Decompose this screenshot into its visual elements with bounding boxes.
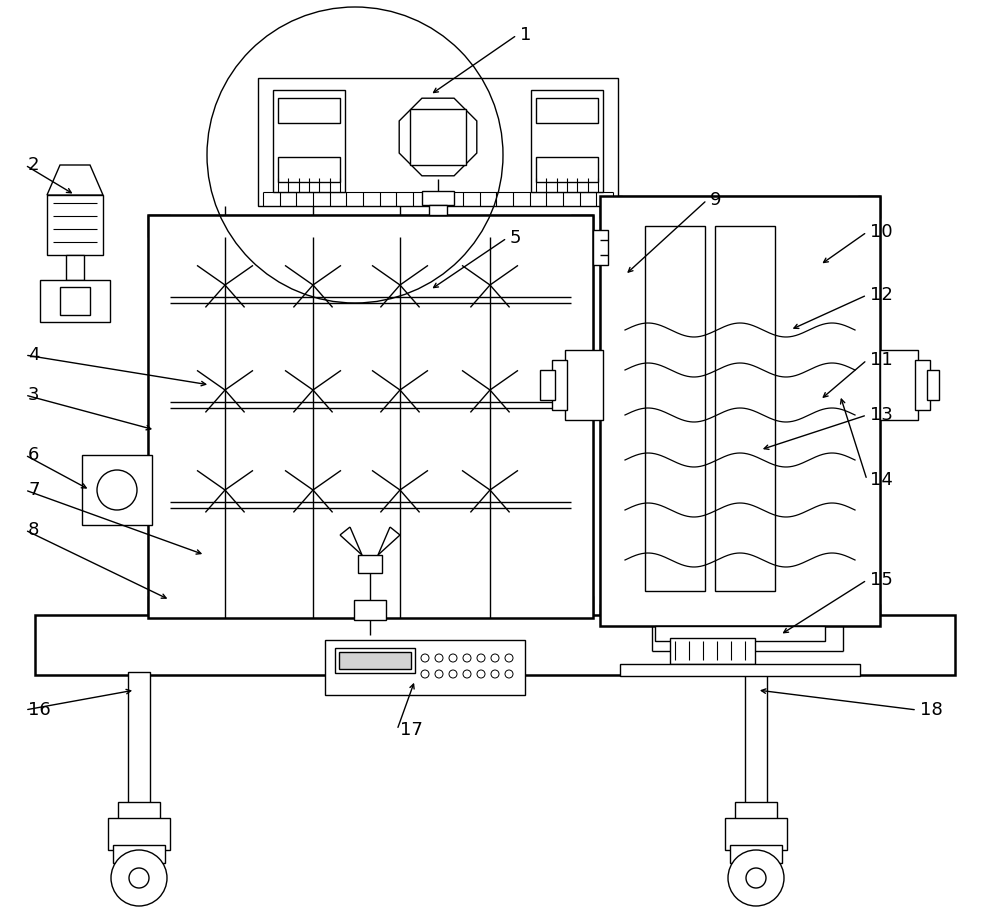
Bar xyxy=(113,845,165,863)
Text: 7: 7 xyxy=(28,481,40,499)
Bar xyxy=(600,196,880,626)
Bar xyxy=(47,195,103,255)
Circle shape xyxy=(449,670,457,678)
Text: 5: 5 xyxy=(510,229,522,247)
Circle shape xyxy=(435,670,443,678)
Bar xyxy=(108,818,170,850)
Circle shape xyxy=(463,654,471,662)
Bar xyxy=(600,604,880,626)
Bar xyxy=(354,600,386,620)
Bar xyxy=(278,157,340,182)
Circle shape xyxy=(491,670,499,678)
Bar xyxy=(552,360,567,410)
Text: 10: 10 xyxy=(870,223,893,241)
Circle shape xyxy=(111,850,167,906)
Bar xyxy=(540,370,555,400)
Bar xyxy=(915,360,930,410)
Bar xyxy=(565,350,603,420)
Bar xyxy=(148,596,593,618)
Circle shape xyxy=(463,670,471,678)
Bar xyxy=(410,109,466,165)
Bar xyxy=(422,191,454,205)
Circle shape xyxy=(97,470,137,510)
Bar xyxy=(60,287,90,315)
Circle shape xyxy=(505,670,513,678)
Text: 16: 16 xyxy=(28,701,51,719)
Text: 6: 6 xyxy=(28,446,39,464)
Bar xyxy=(148,215,593,618)
Bar xyxy=(148,215,593,237)
Bar xyxy=(273,90,345,192)
Bar xyxy=(278,98,340,123)
Bar xyxy=(118,802,160,822)
Text: 14: 14 xyxy=(870,471,893,489)
Bar xyxy=(429,205,447,215)
Bar xyxy=(258,78,618,206)
Bar xyxy=(325,640,525,695)
Circle shape xyxy=(421,654,429,662)
Circle shape xyxy=(728,850,784,906)
Circle shape xyxy=(746,868,766,888)
Bar xyxy=(645,226,705,591)
Bar xyxy=(40,280,110,322)
Circle shape xyxy=(477,670,485,678)
Text: 2: 2 xyxy=(28,156,40,174)
Bar xyxy=(927,370,939,400)
Bar xyxy=(531,90,603,192)
Bar xyxy=(600,196,880,218)
Bar xyxy=(35,615,955,675)
Bar xyxy=(571,215,593,618)
Bar xyxy=(622,218,858,604)
Bar xyxy=(735,802,777,822)
Bar xyxy=(536,157,598,182)
Bar xyxy=(339,652,411,669)
Circle shape xyxy=(435,654,443,662)
Text: 15: 15 xyxy=(870,571,893,589)
Bar xyxy=(670,638,755,664)
Bar xyxy=(82,455,152,525)
Bar xyxy=(148,215,170,618)
Bar xyxy=(170,237,571,596)
Text: 17: 17 xyxy=(400,721,423,739)
Bar xyxy=(725,818,787,850)
Text: 8: 8 xyxy=(28,521,39,539)
Circle shape xyxy=(505,654,513,662)
Bar xyxy=(335,648,415,673)
Circle shape xyxy=(129,868,149,888)
Bar xyxy=(620,664,860,676)
Text: 13: 13 xyxy=(870,406,893,424)
Circle shape xyxy=(421,670,429,678)
Text: 9: 9 xyxy=(710,191,722,209)
Bar xyxy=(745,672,767,807)
Bar xyxy=(128,672,150,807)
Text: 4: 4 xyxy=(28,346,40,364)
Bar xyxy=(593,230,608,265)
Circle shape xyxy=(477,654,485,662)
Bar xyxy=(655,626,825,641)
Polygon shape xyxy=(47,165,103,195)
Circle shape xyxy=(491,654,499,662)
Bar xyxy=(715,226,775,591)
Text: 11: 11 xyxy=(870,351,893,369)
Text: 3: 3 xyxy=(28,386,40,404)
Bar xyxy=(600,196,622,626)
Text: 12: 12 xyxy=(870,286,893,304)
Bar xyxy=(730,845,782,863)
Bar xyxy=(358,555,382,573)
Bar xyxy=(880,350,918,420)
Circle shape xyxy=(449,654,457,662)
Bar xyxy=(858,196,880,626)
Bar xyxy=(66,255,84,280)
Text: 18: 18 xyxy=(920,701,943,719)
Bar xyxy=(536,98,598,123)
Text: 1: 1 xyxy=(520,26,531,44)
